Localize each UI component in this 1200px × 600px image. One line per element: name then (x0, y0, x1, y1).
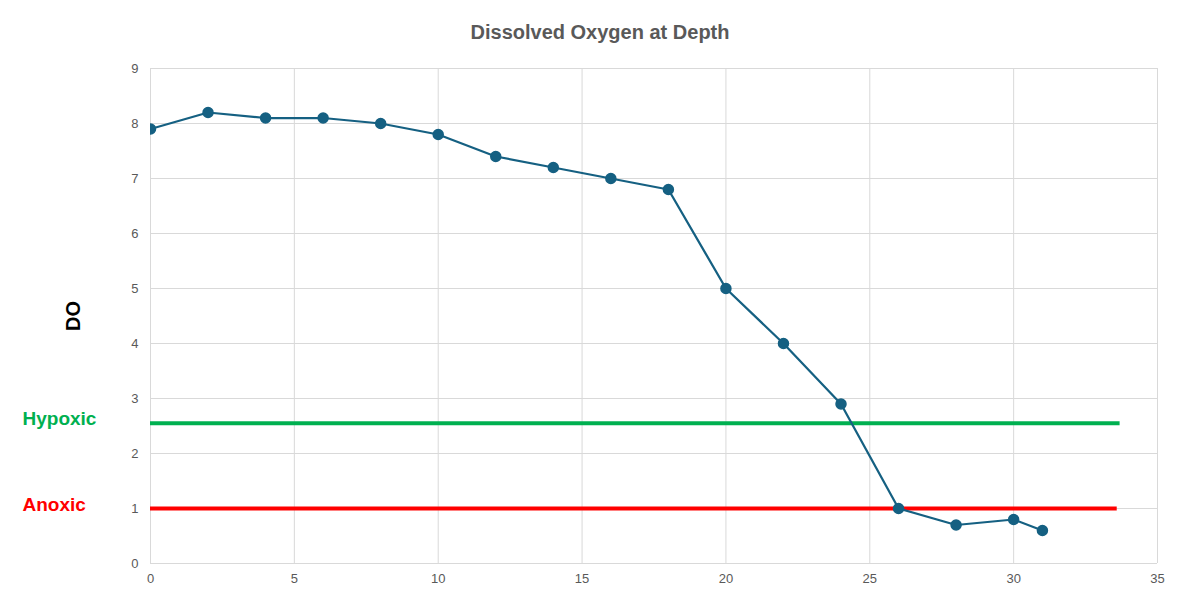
svg-text:20: 20 (719, 571, 733, 586)
svg-text:4: 4 (131, 336, 138, 351)
svg-text:0: 0 (147, 571, 154, 586)
svg-text:Hypoxic: Hypoxic (23, 408, 97, 429)
html-text:Dissolved Oxygen at Depth: Dissolved Oxygen at Depth (470, 21, 730, 43)
svg-text:35: 35 (1150, 571, 1164, 586)
svg-text:5: 5 (131, 281, 138, 296)
svg-text:6: 6 (131, 226, 138, 241)
svg-text:30: 30 (1006, 571, 1020, 586)
svg-text:Anoxic: Anoxic (23, 494, 87, 515)
svg-text:9: 9 (131, 61, 138, 76)
svg-text:DO: DO (62, 301, 84, 331)
svg-text:25: 25 (863, 571, 877, 586)
svg-text:5: 5 (291, 571, 298, 586)
svg-text:10: 10 (431, 571, 445, 586)
svg-text:7: 7 (131, 171, 138, 186)
svg-text:0: 0 (131, 556, 138, 571)
svg-text:1: 1 (131, 501, 138, 516)
svg-text:8: 8 (131, 116, 138, 131)
svg-text:2: 2 (131, 446, 138, 461)
svg-text:15: 15 (575, 571, 589, 586)
svg-text:3: 3 (131, 391, 138, 406)
